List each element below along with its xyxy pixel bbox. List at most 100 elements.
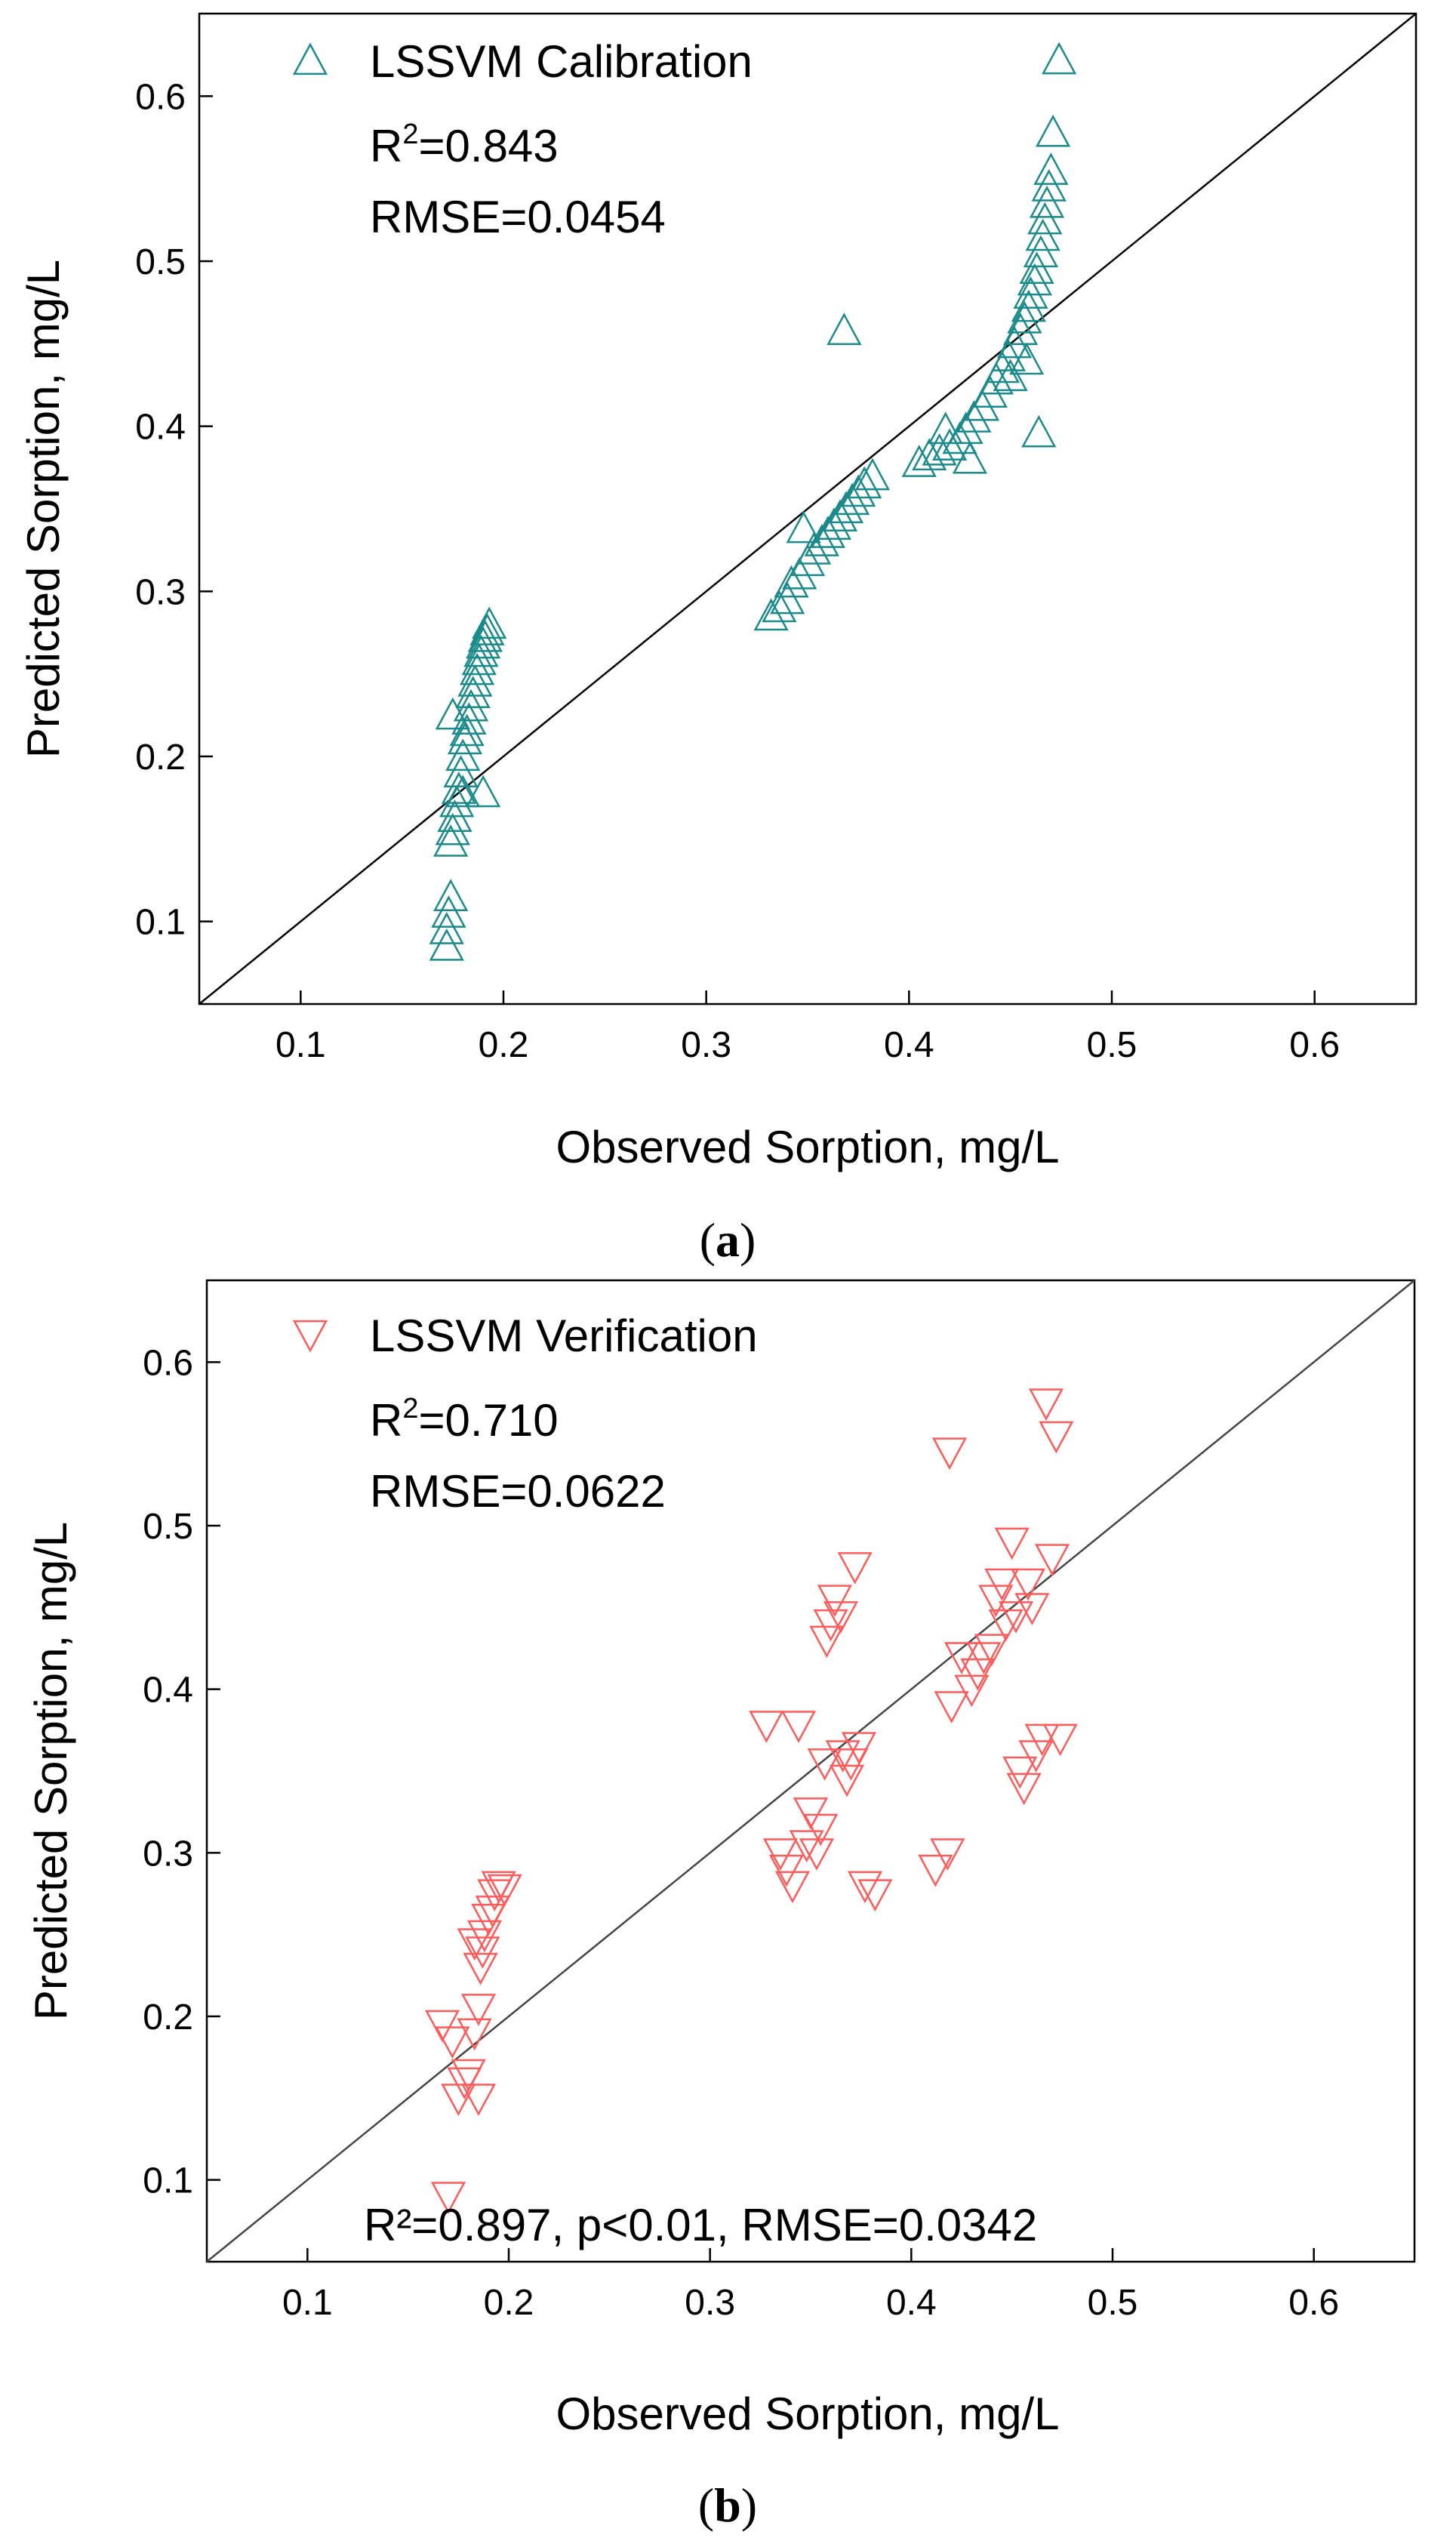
data-point-a bbox=[461, 642, 497, 676]
data-point-b bbox=[966, 1642, 1002, 1674]
data-point-b bbox=[451, 2059, 486, 2092]
data-point-a bbox=[441, 772, 476, 804]
data-point-b bbox=[780, 1711, 817, 1743]
y-axis-label-a: Predicted Sorption, mg/L bbox=[18, 260, 69, 758]
data-point-a bbox=[835, 482, 870, 516]
y-tick-label-b: 0.2 bbox=[143, 1997, 193, 2037]
x-tick-label-a: 0.1 bbox=[276, 1025, 326, 1065]
data-point-b bbox=[974, 1634, 1010, 1667]
data-point-a bbox=[457, 664, 493, 697]
bottom-stats-b: R²=0.897, p<0.01, RMSE=0.0342 bbox=[364, 2200, 1037, 2250]
data-point-a bbox=[1017, 263, 1053, 296]
data-point-b bbox=[803, 1813, 839, 1847]
data-point-a bbox=[952, 441, 988, 474]
data-point-b bbox=[460, 2084, 497, 2116]
data-point-a bbox=[828, 491, 864, 524]
panel-b: 0.1 0.2 0.3 0.4 0.5 0.6 0.1 0.2 0.3 0.4 0.5 0.6 LSS… bbox=[26, 1279, 1416, 2532]
data-point-b bbox=[825, 1740, 860, 1773]
data-point-b bbox=[789, 1830, 824, 1863]
data-point-a bbox=[459, 652, 495, 685]
data-point-a bbox=[922, 433, 957, 466]
data-point-a bbox=[1025, 218, 1060, 251]
data-point-a bbox=[429, 928, 464, 961]
data-point-a bbox=[472, 606, 507, 639]
y-tick-label-a: 0.6 bbox=[135, 77, 186, 117]
rmse-annotation-a: RMSE=0.0454 bbox=[370, 192, 666, 242]
x-tick-label-a: 0.2 bbox=[479, 1025, 529, 1065]
y-tick-label-a: 0.4 bbox=[135, 408, 186, 448]
data-point-a bbox=[790, 544, 826, 577]
data-point-b bbox=[918, 1854, 953, 1887]
reference-line-a bbox=[199, 13, 1417, 1005]
data-point-b bbox=[1006, 1773, 1042, 1806]
data-point-b bbox=[984, 1568, 1020, 1601]
data-point-b bbox=[1039, 1421, 1074, 1454]
data-point-a bbox=[841, 474, 876, 507]
data-point-a bbox=[443, 755, 479, 787]
data-point-b bbox=[1028, 1388, 1064, 1421]
data-point-a bbox=[1003, 313, 1039, 345]
data-point-a bbox=[1019, 251, 1054, 285]
data-point-a bbox=[1009, 342, 1045, 375]
panel-label-b: (b) bbox=[698, 2478, 757, 2532]
data-point-b bbox=[847, 1871, 883, 1904]
x-tick-label-a: 0.3 bbox=[681, 1025, 731, 1065]
data-point-a bbox=[1021, 414, 1057, 448]
y-tick-label-b: 0.3 bbox=[143, 1834, 193, 1874]
data-point-a bbox=[762, 590, 797, 623]
x-tick-label-b: 0.3 bbox=[685, 2283, 735, 2323]
data-point-a bbox=[435, 812, 470, 845]
x-axis-label-a: Observed Sorption, mg/L bbox=[556, 1122, 1059, 1172]
data-point-a bbox=[774, 565, 809, 598]
data-point-a bbox=[1013, 276, 1048, 309]
y-tick-label-b: 0.1 bbox=[143, 2161, 193, 2201]
data-point-a bbox=[770, 581, 805, 614]
data-point-b bbox=[774, 1871, 811, 1904]
data-point-a bbox=[433, 879, 469, 911]
plot-frame-a bbox=[198, 12, 1418, 1006]
data-point-b bbox=[1024, 1723, 1060, 1757]
data-point-b bbox=[988, 1609, 1024, 1642]
data-point-a bbox=[1007, 300, 1042, 334]
y-tick-label-a: 0.1 bbox=[135, 903, 186, 943]
legend-b: LSSVM Verification bbox=[292, 1311, 758, 1361]
data-point-b bbox=[457, 2018, 492, 2051]
data-point-a bbox=[786, 510, 821, 544]
data-point-a bbox=[1033, 152, 1069, 185]
plot-frame-b bbox=[205, 1279, 1416, 2263]
data-points-a bbox=[429, 42, 1077, 961]
data-point-b bbox=[931, 1437, 968, 1471]
data-point-a bbox=[467, 619, 503, 652]
x-tick-label-b: 0.5 bbox=[1088, 2283, 1138, 2323]
data-point-b bbox=[943, 1642, 980, 1674]
data-point-a bbox=[466, 775, 501, 808]
axis-ticks-a: 0.1 0.2 0.3 0.4 0.5 0.6 0.1 0.2 0.3 0.4 0.5 0.6 bbox=[135, 77, 1340, 1065]
rmse-annotation-b: RMSE=0.0622 bbox=[370, 1466, 666, 1517]
data-point-b bbox=[809, 1625, 845, 1659]
data-point-b bbox=[994, 1527, 1030, 1560]
data-point-b bbox=[793, 1797, 829, 1830]
data-point-a bbox=[435, 697, 470, 730]
data-point-a bbox=[449, 713, 485, 747]
data-points-b bbox=[424, 1388, 1078, 2214]
data-point-b bbox=[829, 1764, 865, 1797]
legend-marker-a bbox=[292, 42, 328, 75]
data-point-b bbox=[487, 1874, 522, 1907]
data-point-b bbox=[481, 1871, 516, 1904]
data-point-a bbox=[1031, 168, 1067, 202]
data-point-a bbox=[901, 445, 937, 477]
reference-line-b bbox=[206, 1280, 1415, 2262]
data-point-b bbox=[466, 1920, 503, 1953]
x-tick-label-a: 0.5 bbox=[1087, 1025, 1137, 1065]
x-tick-label-b: 0.6 bbox=[1288, 2283, 1339, 2323]
data-point-b bbox=[762, 1838, 799, 1871]
data-point-b bbox=[475, 1896, 510, 1928]
data-point-b bbox=[837, 1552, 873, 1585]
data-point-a bbox=[948, 411, 983, 445]
x-tick-label-b: 0.2 bbox=[484, 2283, 534, 2323]
data-point-b bbox=[841, 1732, 877, 1765]
data-point-a bbox=[469, 613, 505, 645]
data-point-b bbox=[823, 1601, 859, 1634]
data-point-a bbox=[466, 626, 501, 659]
